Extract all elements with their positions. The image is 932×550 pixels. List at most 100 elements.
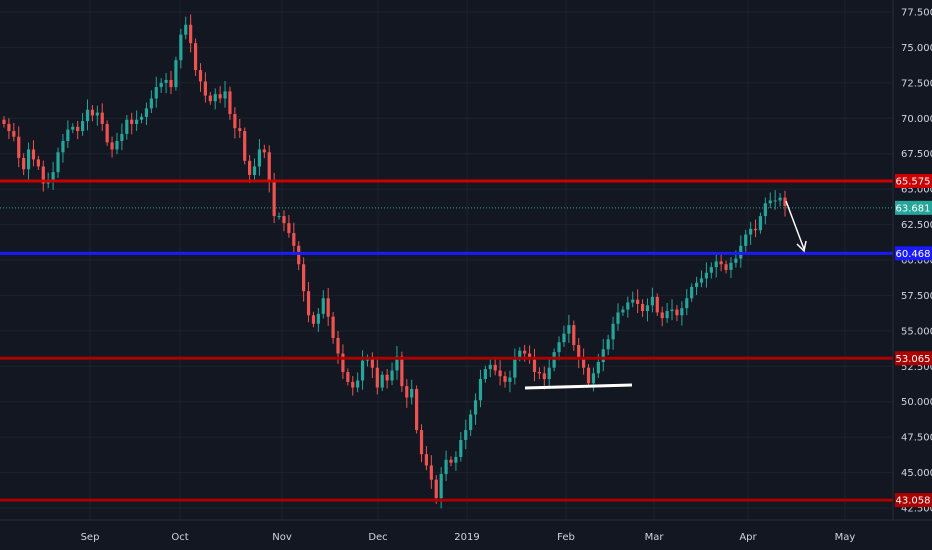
candle-body [149, 98, 153, 109]
candle-body [483, 369, 487, 380]
candle-body [184, 24, 188, 35]
price-levels [0, 179, 893, 502]
candle-body [523, 350, 527, 354]
candle-body [459, 439, 463, 457]
candle-body [694, 282, 699, 287]
candle-body [341, 353, 345, 372]
y-tick-label: 70.000 [901, 114, 932, 125]
candle-body [360, 360, 365, 381]
candle-body [488, 364, 492, 370]
candle-body [532, 359, 537, 372]
candle-body [719, 261, 723, 265]
candle-body [203, 81, 207, 96]
x-tick-label: Nov [272, 532, 292, 543]
candle-body [228, 91, 232, 115]
candle-body [640, 303, 645, 312]
candle-body [395, 356, 399, 371]
candle-body [326, 298, 330, 317]
candle-body [144, 108, 149, 117]
candle-body [233, 114, 237, 129]
candle-body [449, 459, 453, 463]
candle-body [365, 359, 370, 361]
candle-body [572, 325, 576, 346]
level-price-badge [895, 173, 932, 188]
candle-body [95, 112, 99, 116]
candle-body [542, 373, 546, 380]
candle-body [498, 370, 502, 377]
candle-body [130, 119, 134, 124]
candle-body [783, 197, 787, 207]
y-tick-label: 42.500 [901, 504, 932, 515]
candle-body [464, 430, 468, 440]
candle-body [247, 160, 252, 175]
candle-body [346, 371, 350, 382]
candle-body [26, 149, 31, 170]
x-tick-label: Sep [81, 532, 100, 543]
candle-body [537, 371, 542, 374]
candle-body [763, 203, 767, 217]
candle-body [690, 286, 694, 299]
y-tick-label: 45.000 [901, 468, 932, 479]
y-tick-label: 50.000 [901, 397, 932, 408]
candle-body [243, 131, 247, 161]
candle-body [302, 264, 306, 292]
candle-body [223, 91, 227, 99]
candle-body [758, 216, 763, 231]
candle-body [193, 43, 198, 71]
y-tick-label: 52.500 [901, 362, 932, 373]
candle-body [744, 234, 748, 246]
candle-body [621, 309, 625, 313]
candle-body [655, 296, 659, 313]
candle-body [636, 299, 640, 304]
candle-body [503, 376, 507, 382]
candle-body [591, 373, 596, 384]
candle-body [331, 316, 335, 338]
candle-body [685, 298, 689, 309]
candle-body [115, 140, 119, 150]
y-tick-label: 62.500 [901, 220, 932, 231]
candles [2, 14, 787, 509]
candle-body [218, 94, 222, 99]
candle-body [454, 456, 458, 463]
candle-body [292, 233, 296, 246]
candle-body [626, 302, 630, 310]
forecast-arrow-head [796, 240, 807, 253]
candle-body [356, 380, 360, 388]
candle-body [478, 379, 483, 401]
candle-body [518, 350, 522, 358]
candle-body [493, 364, 497, 371]
y-tick-label: 72.500 [901, 78, 932, 89]
candle-body [709, 267, 713, 273]
candle-body [316, 313, 320, 324]
y-tick-label: 60.000 [901, 256, 932, 267]
candle-body [473, 400, 478, 415]
candle-body [262, 149, 266, 153]
candle-body [660, 312, 664, 319]
x-tick-label: Feb [557, 532, 575, 543]
candle-body [208, 95, 212, 102]
candle-body [267, 152, 271, 183]
candle-body [139, 116, 144, 120]
candle-body [198, 70, 203, 82]
candle-body [582, 357, 586, 368]
candle-body [100, 112, 104, 124]
candle-body [415, 388, 419, 431]
y-tick-label: 55.000 [901, 326, 932, 337]
candle-body [110, 142, 114, 150]
candle-body [321, 298, 325, 314]
candle-body [90, 109, 95, 116]
candle-body [51, 172, 55, 181]
candle-body [159, 82, 163, 88]
candle-body [469, 414, 473, 431]
candle-body [444, 459, 448, 474]
candle-body [370, 359, 374, 368]
candle-body [410, 388, 414, 398]
y-tick-label: 77.500 [901, 8, 932, 19]
candle-body [773, 200, 777, 202]
candle-body [611, 323, 615, 340]
candle-body [429, 465, 433, 480]
candle-body [213, 94, 217, 102]
candle-body [135, 119, 139, 124]
y-tick-label: 57.500 [901, 291, 932, 302]
